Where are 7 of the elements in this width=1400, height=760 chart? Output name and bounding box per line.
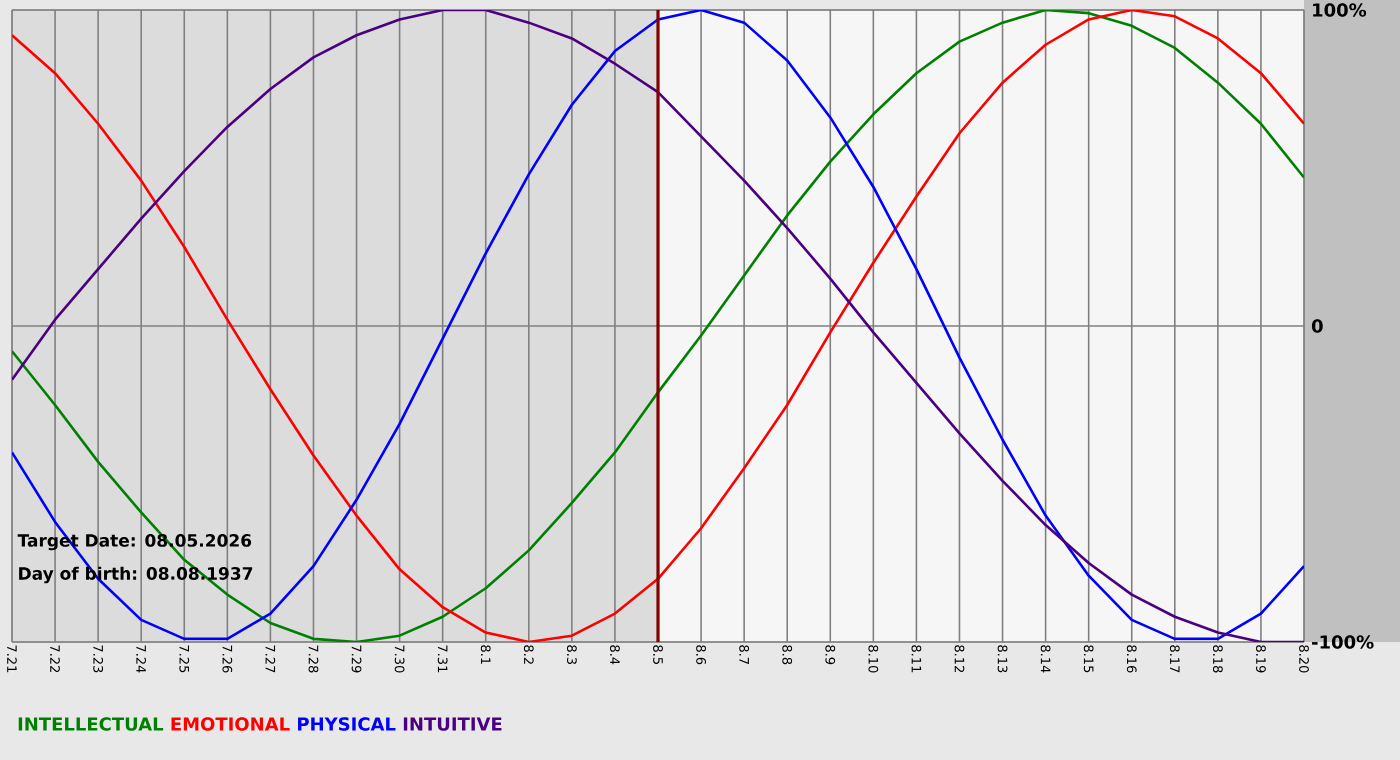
- y-tick-label: 100%: [1313, 3, 1367, 17]
- text: INTELLECTUAL: [18, 717, 164, 731]
- y-tick-label: 0: [1311, 319, 1323, 333]
- text: EMOTIONAL: [171, 717, 290, 731]
- text: INTUITIVE: [403, 717, 502, 731]
- y-tick-label: -100%: [1312, 635, 1374, 649]
- text: PHYSICAL: [298, 717, 396, 731]
